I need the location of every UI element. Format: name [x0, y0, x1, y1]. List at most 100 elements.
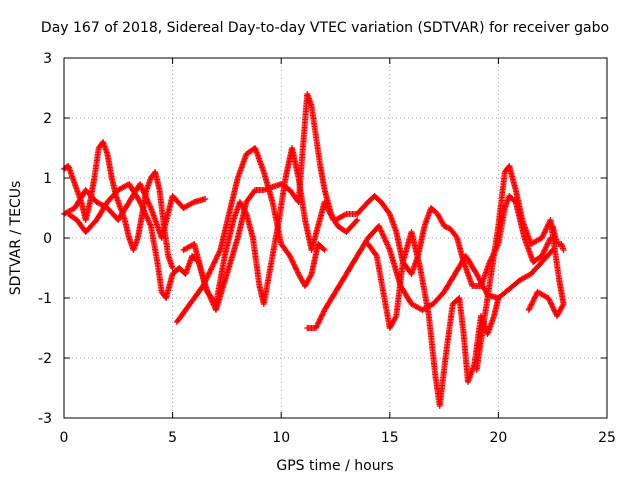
data-point-segment: [169, 193, 186, 210]
data-point-segment: [441, 272, 458, 295]
data-point-segment: [163, 272, 176, 301]
data-point-segment: [243, 188, 258, 205]
data-point: [525, 307, 532, 313]
data-point-segment: [82, 187, 99, 204]
data-point-segment: [152, 169, 163, 192]
data-point-segment: [506, 278, 522, 292]
data-point-segment: [425, 313, 439, 378]
data-point-segment: [250, 235, 263, 288]
data-point-segment: [521, 235, 536, 264]
data-point-segment: [430, 290, 447, 307]
data-point-segment: [234, 152, 249, 181]
data-point-segment: [321, 187, 334, 216]
data-point-segment: [495, 170, 508, 229]
data-point-segment: [313, 308, 327, 331]
x-tick-label: 0: [60, 430, 69, 446]
data-point-segment: [173, 308, 188, 325]
data-point-segment: [180, 241, 196, 253]
data-point: [202, 196, 209, 202]
data-point-segment: [260, 266, 274, 307]
data-point-segment: [354, 236, 371, 259]
data-point-segment: [308, 242, 321, 277]
data-point-segment: [484, 224, 502, 301]
data-point-segment: [386, 314, 399, 331]
data-point-segment: [223, 236, 241, 277]
data-point: [321, 247, 328, 253]
data-point-segment: [436, 350, 450, 409]
grid-lines: [64, 58, 607, 418]
data-point-segment: [278, 181, 292, 193]
data-point-segment: [234, 200, 250, 241]
data-point-segment: [226, 176, 241, 217]
data-point-segment: [478, 260, 493, 289]
data-point-segment: [371, 193, 383, 204]
data-point-segment: [538, 248, 555, 265]
data-point-segment: [308, 224, 321, 253]
data-point-segment: [408, 229, 423, 270]
data-point-segment: [519, 217, 534, 246]
data-point-segment: [512, 187, 525, 222]
data-point-segment: [154, 259, 165, 294]
data-point-segment: [462, 253, 479, 276]
data-point-segment: [526, 289, 541, 312]
data-point-segment: [91, 146, 102, 181]
data-point-segment: [386, 211, 399, 234]
data-point-segment: [65, 211, 79, 223]
data-point: [169, 265, 176, 271]
data-point-segment: [343, 218, 360, 235]
data-point-segment: [417, 265, 432, 318]
series-track-2: [61, 181, 209, 241]
data-point-segment: [506, 163, 519, 192]
data-point-segment: [495, 206, 508, 247]
y-tick-label: 3: [43, 51, 52, 67]
data-point-segment: [443, 302, 456, 355]
x-tick-label: 10: [272, 430, 290, 446]
series-track-9: [473, 163, 567, 373]
y-tick-label: 2: [43, 111, 52, 127]
data-point-segment: [82, 200, 93, 223]
data-point-segment: [191, 241, 208, 288]
chart-title: Day 167 of 2018, Sidereal Day-to-day VTE…: [41, 20, 609, 36]
x-tick-label: 20: [489, 430, 507, 446]
data-point-segment: [454, 235, 467, 264]
data-point-segment: [74, 217, 88, 234]
data-point-segment: [221, 218, 237, 259]
y-tick-label: -1: [38, 291, 52, 307]
series-track-5: [180, 91, 361, 313]
data-point-segment: [428, 205, 440, 216]
data-point-segment: [393, 260, 406, 319]
data-point-segment: [421, 206, 434, 229]
data-point-segment: [147, 223, 161, 264]
data-point-segment: [321, 290, 338, 313]
y-axis-label: SDTVAR / TECUs: [8, 181, 24, 296]
data-point-segment: [286, 253, 301, 276]
data-point: [495, 295, 502, 301]
data-point: [354, 217, 361, 223]
data-point-segment: [484, 314, 497, 337]
x-axis-label: GPS time / hours: [276, 458, 393, 474]
data-point-segment: [252, 145, 267, 174]
data-point-segment: [289, 145, 302, 180]
data-point-segment: [530, 253, 544, 265]
data-point-segment: [380, 289, 393, 330]
series-track-8: [365, 229, 502, 409]
data-point-segment: [104, 205, 121, 222]
data-point-segment: [180, 199, 196, 211]
data-point-segment: [528, 235, 544, 247]
data-point-segment: [82, 218, 99, 235]
y-tick-label: -3: [38, 411, 52, 427]
data-points: [61, 91, 567, 409]
data-point-segment: [104, 151, 115, 180]
series-track-4: [173, 145, 328, 325]
data-point-segment: [365, 224, 381, 241]
data-point-segment: [378, 199, 392, 216]
axis-ticks: 0 5 10 15 20 25 -3 -2 -1 0 1 2 3: [38, 51, 616, 446]
data-point-segment: [460, 259, 475, 288]
y-tick-label: 0: [43, 231, 52, 247]
data-point-segment: [115, 200, 132, 223]
data-point: [560, 247, 567, 253]
data-point-segment: [332, 211, 348, 223]
data-point-segment: [278, 241, 292, 258]
